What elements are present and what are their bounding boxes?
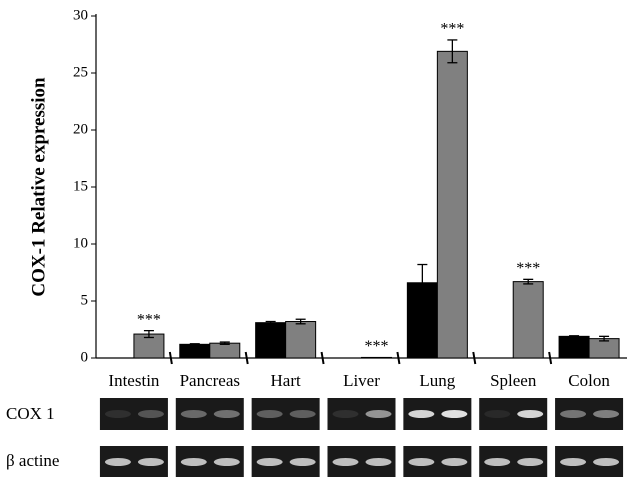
gel-band [214,458,240,466]
gel-band [441,410,467,418]
gel-row-label: COX 1 [6,404,55,423]
y-tick-label: 15 [73,178,88,194]
gel-band [105,458,131,466]
gel-band [138,410,164,418]
gel-band [290,458,316,466]
significance: *** [137,311,161,328]
gel-band [366,458,392,466]
gel-band [333,458,359,466]
gel-band [560,410,586,418]
y-tick-label: 30 [73,7,88,23]
gel-band [593,458,619,466]
gel-row-label: β actine [6,451,59,470]
x-tick-label: Hart [271,371,301,390]
bar [362,357,392,358]
gel-band [138,458,164,466]
gel-band [181,410,207,418]
axis-break [322,352,324,364]
x-tick-label: Spleen [490,371,537,390]
y-tick-label: 20 [73,121,88,137]
axis-break [473,352,475,364]
y-tick-label: 0 [81,349,89,365]
axis-break [246,352,248,364]
y-tick-label: 10 [73,235,88,251]
significance: *** [516,260,540,277]
gel-band [484,410,510,418]
gel-band [560,458,586,466]
gel-band [408,410,434,418]
bar [180,344,210,358]
gel-band [257,410,283,418]
bar [256,323,286,358]
y-axis-label: COX-1 Relative expression [28,77,49,297]
bar [437,51,467,358]
y-tick-label: 5 [81,292,89,308]
x-tick-label: Pancreas [180,371,240,390]
gel-band [181,458,207,466]
figure: COX-1 Relative expression 0 5 10 15 20 25 30 In… [0,0,637,477]
y-tick-label: 25 [73,64,88,80]
bar [513,282,543,358]
gel-band [484,458,510,466]
error-bar [569,336,579,337]
gel-band [517,410,543,418]
gel-band [333,410,359,418]
error-bar [190,344,200,345]
bar [559,336,589,358]
gel-band [517,458,543,466]
gel-band [214,410,240,418]
x-tick-label: Colon [568,371,610,390]
gel-band [290,410,316,418]
significance: *** [365,338,389,355]
significance: *** [440,21,464,38]
gel-band [408,458,434,466]
gel-band [257,458,283,466]
x-tick-label: Lung [419,371,455,390]
gel-band [441,458,467,466]
gel-band [105,410,131,418]
bar [286,322,316,358]
x-tick-label: Intestin [108,371,159,390]
axis-break [397,352,399,364]
gel-band [593,410,619,418]
axis-break [549,352,551,364]
axis-break [170,352,172,364]
gel-band [366,410,392,418]
bar [210,343,240,358]
x-tick-label: Liver [343,371,380,390]
